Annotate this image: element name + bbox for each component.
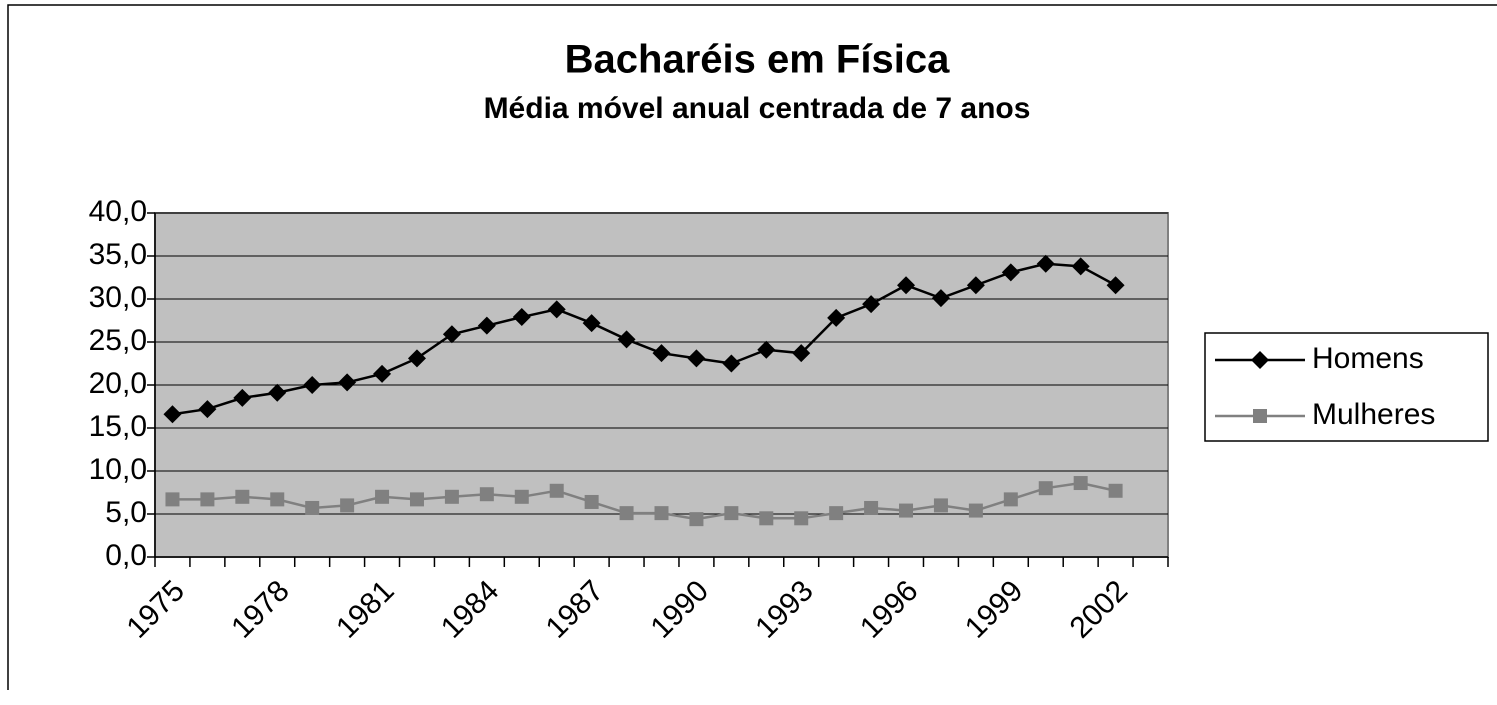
legend-marker: [1253, 409, 1267, 423]
data-point: [200, 492, 215, 507]
data-point: [1001, 263, 1020, 282]
data-point: [512, 308, 531, 327]
y-tick-label: 10,0: [89, 453, 147, 486]
data-point: [582, 314, 601, 333]
data-point: [1073, 476, 1088, 491]
data-point: [687, 349, 706, 368]
data-point: [792, 344, 811, 363]
legend-label: Mulheres: [1312, 398, 1435, 431]
data-point: [163, 405, 182, 424]
data-point: [689, 512, 704, 527]
x-tick-label: 1993: [749, 574, 820, 645]
data-point: [1108, 483, 1123, 498]
x-tick-label: 1990: [644, 574, 715, 645]
data-point: [549, 483, 564, 498]
series-line: [172, 481, 1116, 521]
data-point: [968, 503, 983, 518]
chart-subtitle: Média móvel anual centrada de 7 anos: [484, 92, 1031, 125]
data-point: [722, 354, 741, 373]
data-point: [479, 487, 494, 502]
data-point: [235, 489, 250, 504]
legend-marker: [1251, 351, 1269, 369]
data-point: [477, 316, 496, 335]
x-tick-label: 1996: [854, 574, 925, 645]
data-point: [338, 373, 357, 392]
data-point: [1036, 254, 1055, 273]
chart-title: Bacharéis em Física: [565, 38, 950, 82]
data-point: [933, 498, 948, 513]
data-point: [305, 500, 320, 515]
y-tick-label: 40,0: [89, 195, 147, 228]
data-point: [233, 388, 252, 407]
x-tick-label: 1987: [540, 574, 611, 645]
chart-frame: [7, 4, 1497, 690]
legend-box: [1204, 332, 1489, 442]
data-point: [794, 511, 809, 526]
data-point: [340, 498, 355, 513]
data-point: [584, 494, 599, 509]
data-point: [899, 503, 914, 518]
x-tick-label: 1984: [435, 574, 506, 645]
data-point: [757, 340, 776, 359]
data-point: [829, 506, 844, 521]
data-point: [1003, 492, 1018, 507]
data-point: [442, 325, 461, 344]
data-point: [165, 492, 180, 507]
data-point: [1038, 481, 1053, 496]
data-point: [198, 400, 217, 419]
data-point: [409, 492, 424, 507]
y-tick-label: 35,0: [89, 238, 147, 271]
data-point: [375, 489, 390, 504]
data-point: [303, 376, 322, 394]
x-tick-label: 1981: [330, 574, 401, 645]
x-tick-label: 1978: [225, 574, 296, 645]
data-point: [270, 492, 285, 507]
legend-label: Homens: [1312, 342, 1424, 375]
data-point: [931, 289, 950, 308]
data-point: [547, 300, 566, 319]
data-point: [966, 276, 985, 295]
data-point: [897, 276, 916, 295]
y-tick-label: 30,0: [89, 281, 147, 314]
x-tick-label: 1999: [959, 574, 1030, 645]
y-tick-label: 5,0: [105, 496, 147, 529]
data-point: [652, 344, 671, 363]
y-tick-label: 15,0: [89, 410, 147, 443]
data-point: [268, 383, 287, 402]
x-tick-label: 1975: [120, 574, 191, 645]
y-tick-label: 0,0: [105, 539, 147, 572]
data-point: [1106, 276, 1125, 295]
data-point: [1071, 257, 1090, 276]
series-line: [172, 262, 1117, 416]
y-tick-label: 20,0: [89, 367, 147, 400]
data-point: [617, 330, 636, 349]
data-point: [444, 489, 459, 504]
data-point: [373, 364, 392, 383]
data-point: [864, 500, 879, 515]
data-point: [862, 295, 881, 314]
x-tick-label: 2002: [1064, 574, 1135, 645]
data-point: [759, 511, 774, 526]
data-point: [654, 506, 669, 521]
data-point: [619, 506, 634, 521]
y-tick-label: 25,0: [89, 324, 147, 357]
data-point: [407, 349, 426, 368]
data-point: [724, 506, 739, 521]
data-point: [827, 308, 846, 327]
data-point: [514, 489, 529, 504]
